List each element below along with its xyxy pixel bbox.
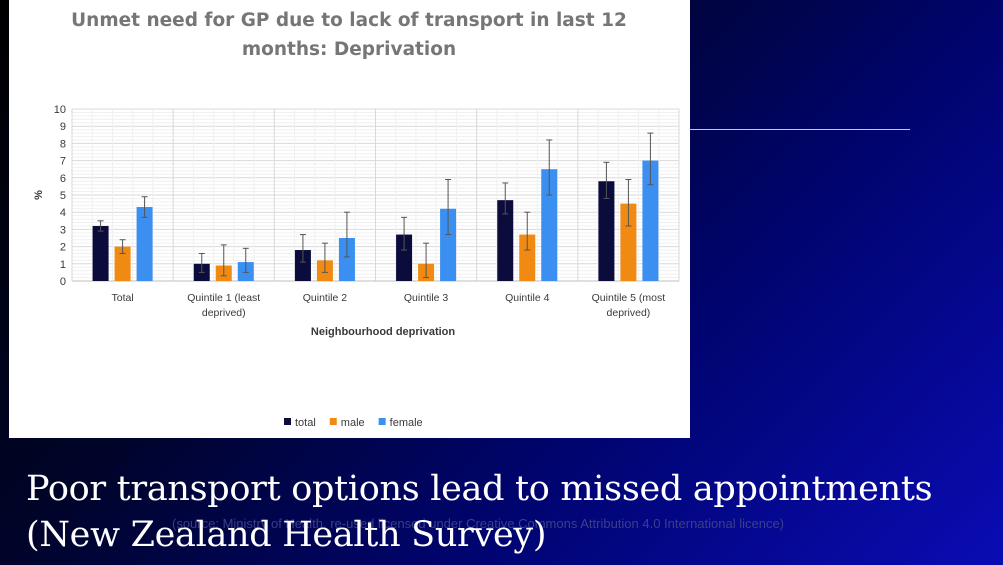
bar-female (338, 238, 355, 281)
y-axis-label: % (33, 190, 45, 200)
chart-panel: Unmet need for GP due to lack of transpo… (9, 0, 690, 438)
bar-total (92, 225, 109, 281)
x-tick-label: Quintile 1 (least (187, 292, 260, 304)
bar-female (136, 207, 153, 281)
bar-male (114, 246, 131, 281)
y-tick-label: 9 (60, 121, 66, 133)
legend-label-female: female (390, 417, 423, 429)
y-tick-label: 10 (54, 104, 66, 116)
y-tick-label: 2 (60, 242, 66, 254)
x-tick-label: Total (111, 292, 133, 304)
x-tick-label: deprived) (202, 307, 246, 319)
x-tick-label: Quintile 2 (303, 292, 348, 304)
x-tick-label: Quintile 5 (most (592, 292, 666, 304)
legend-label-male: male (341, 417, 365, 429)
y-tick-label: 8 (60, 138, 66, 150)
bar-total (396, 234, 413, 281)
bar-female (440, 208, 457, 281)
slide-title: Poor transport options lead to missed ap… (26, 469, 933, 555)
legend-label-total: total (295, 417, 316, 429)
bar-total (598, 181, 615, 281)
bar-female (642, 160, 659, 281)
bar-total (294, 250, 311, 281)
x-tick-label: Quintile 3 (404, 292, 449, 304)
y-tick-label: 7 (60, 156, 66, 168)
legend-swatch-male (329, 418, 337, 425)
chart-title-line: months: Deprivation (242, 39, 456, 60)
bar-total (497, 200, 514, 281)
y-tick-label: 6 (60, 173, 66, 185)
x-tick-label: Quintile 4 (505, 292, 550, 304)
source-note: (source: Ministry of Health, re-used lic… (172, 516, 785, 531)
chart-title-line: Unmet need for GP due to lack of transpo… (71, 10, 627, 31)
x-axis-label: Neighbourhood deprivation (311, 326, 455, 338)
x-tick-label: deprived) (607, 307, 651, 319)
y-tick-label: 0 (60, 276, 66, 288)
y-tick-label: 5 (60, 190, 66, 202)
y-tick-label: 4 (60, 207, 66, 219)
bar-male (519, 234, 536, 281)
y-tick-label: 1 (60, 259, 66, 271)
chart: Unmet need for GP due to lack of transpo… (33, 10, 680, 429)
y-tick-label: 3 (60, 224, 66, 236)
legend-swatch-total (284, 418, 291, 425)
bar-female (541, 169, 558, 281)
legend-swatch-female (378, 418, 386, 425)
accent-line (690, 129, 910, 130)
bar-male (620, 203, 637, 281)
